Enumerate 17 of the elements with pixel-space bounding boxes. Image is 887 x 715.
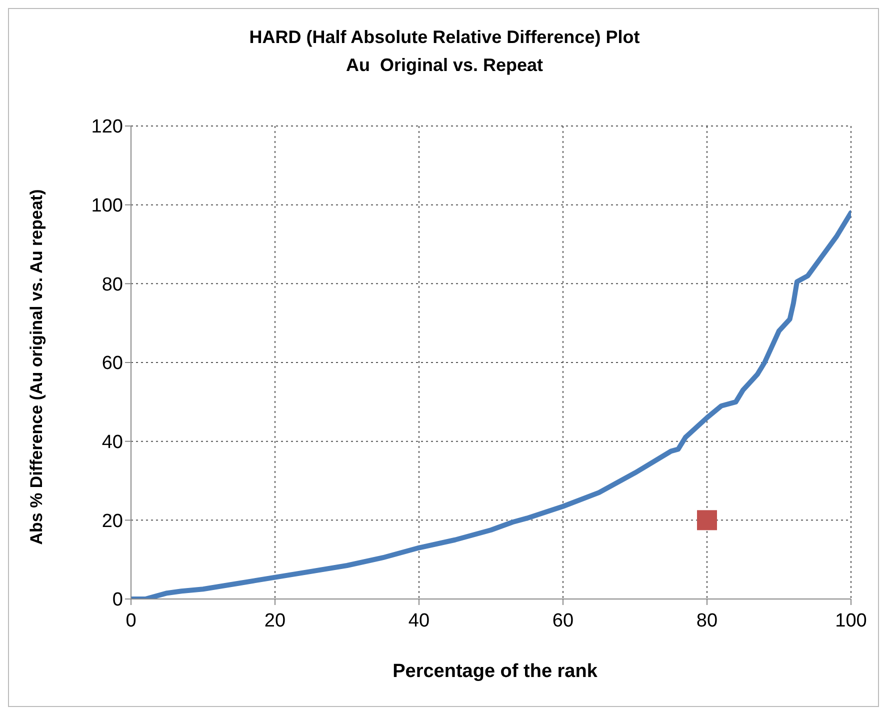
x-tick-label: 100: [835, 610, 867, 632]
x-tick-label: 60: [552, 610, 574, 632]
y-tick-label: 120: [91, 116, 123, 138]
y-tick-label: 20: [102, 510, 123, 532]
y-tick-label: 80: [102, 274, 123, 296]
y-tick-label: 40: [102, 432, 123, 454]
y-tick-label: 0: [112, 590, 123, 611]
x-tick-label: 20: [264, 610, 286, 632]
x-axis-title: Percentage of the rank: [392, 661, 598, 683]
y-tick-label: 60: [102, 353, 123, 374]
chart-subtitle: Au Original vs. Repeat: [344, 54, 544, 77]
x-tick-label: 0: [126, 610, 136, 632]
x-tick-label: 80: [696, 610, 718, 632]
chart-title: HARD (Half Absolute Relative Difference) Plot: [248, 26, 641, 49]
y-tick-label: 100: [91, 196, 123, 217]
y-axis-title: Abs % Difference (Au original vs. Au repeat): [27, 189, 47, 545]
x-tick-label: 40: [408, 610, 430, 632]
